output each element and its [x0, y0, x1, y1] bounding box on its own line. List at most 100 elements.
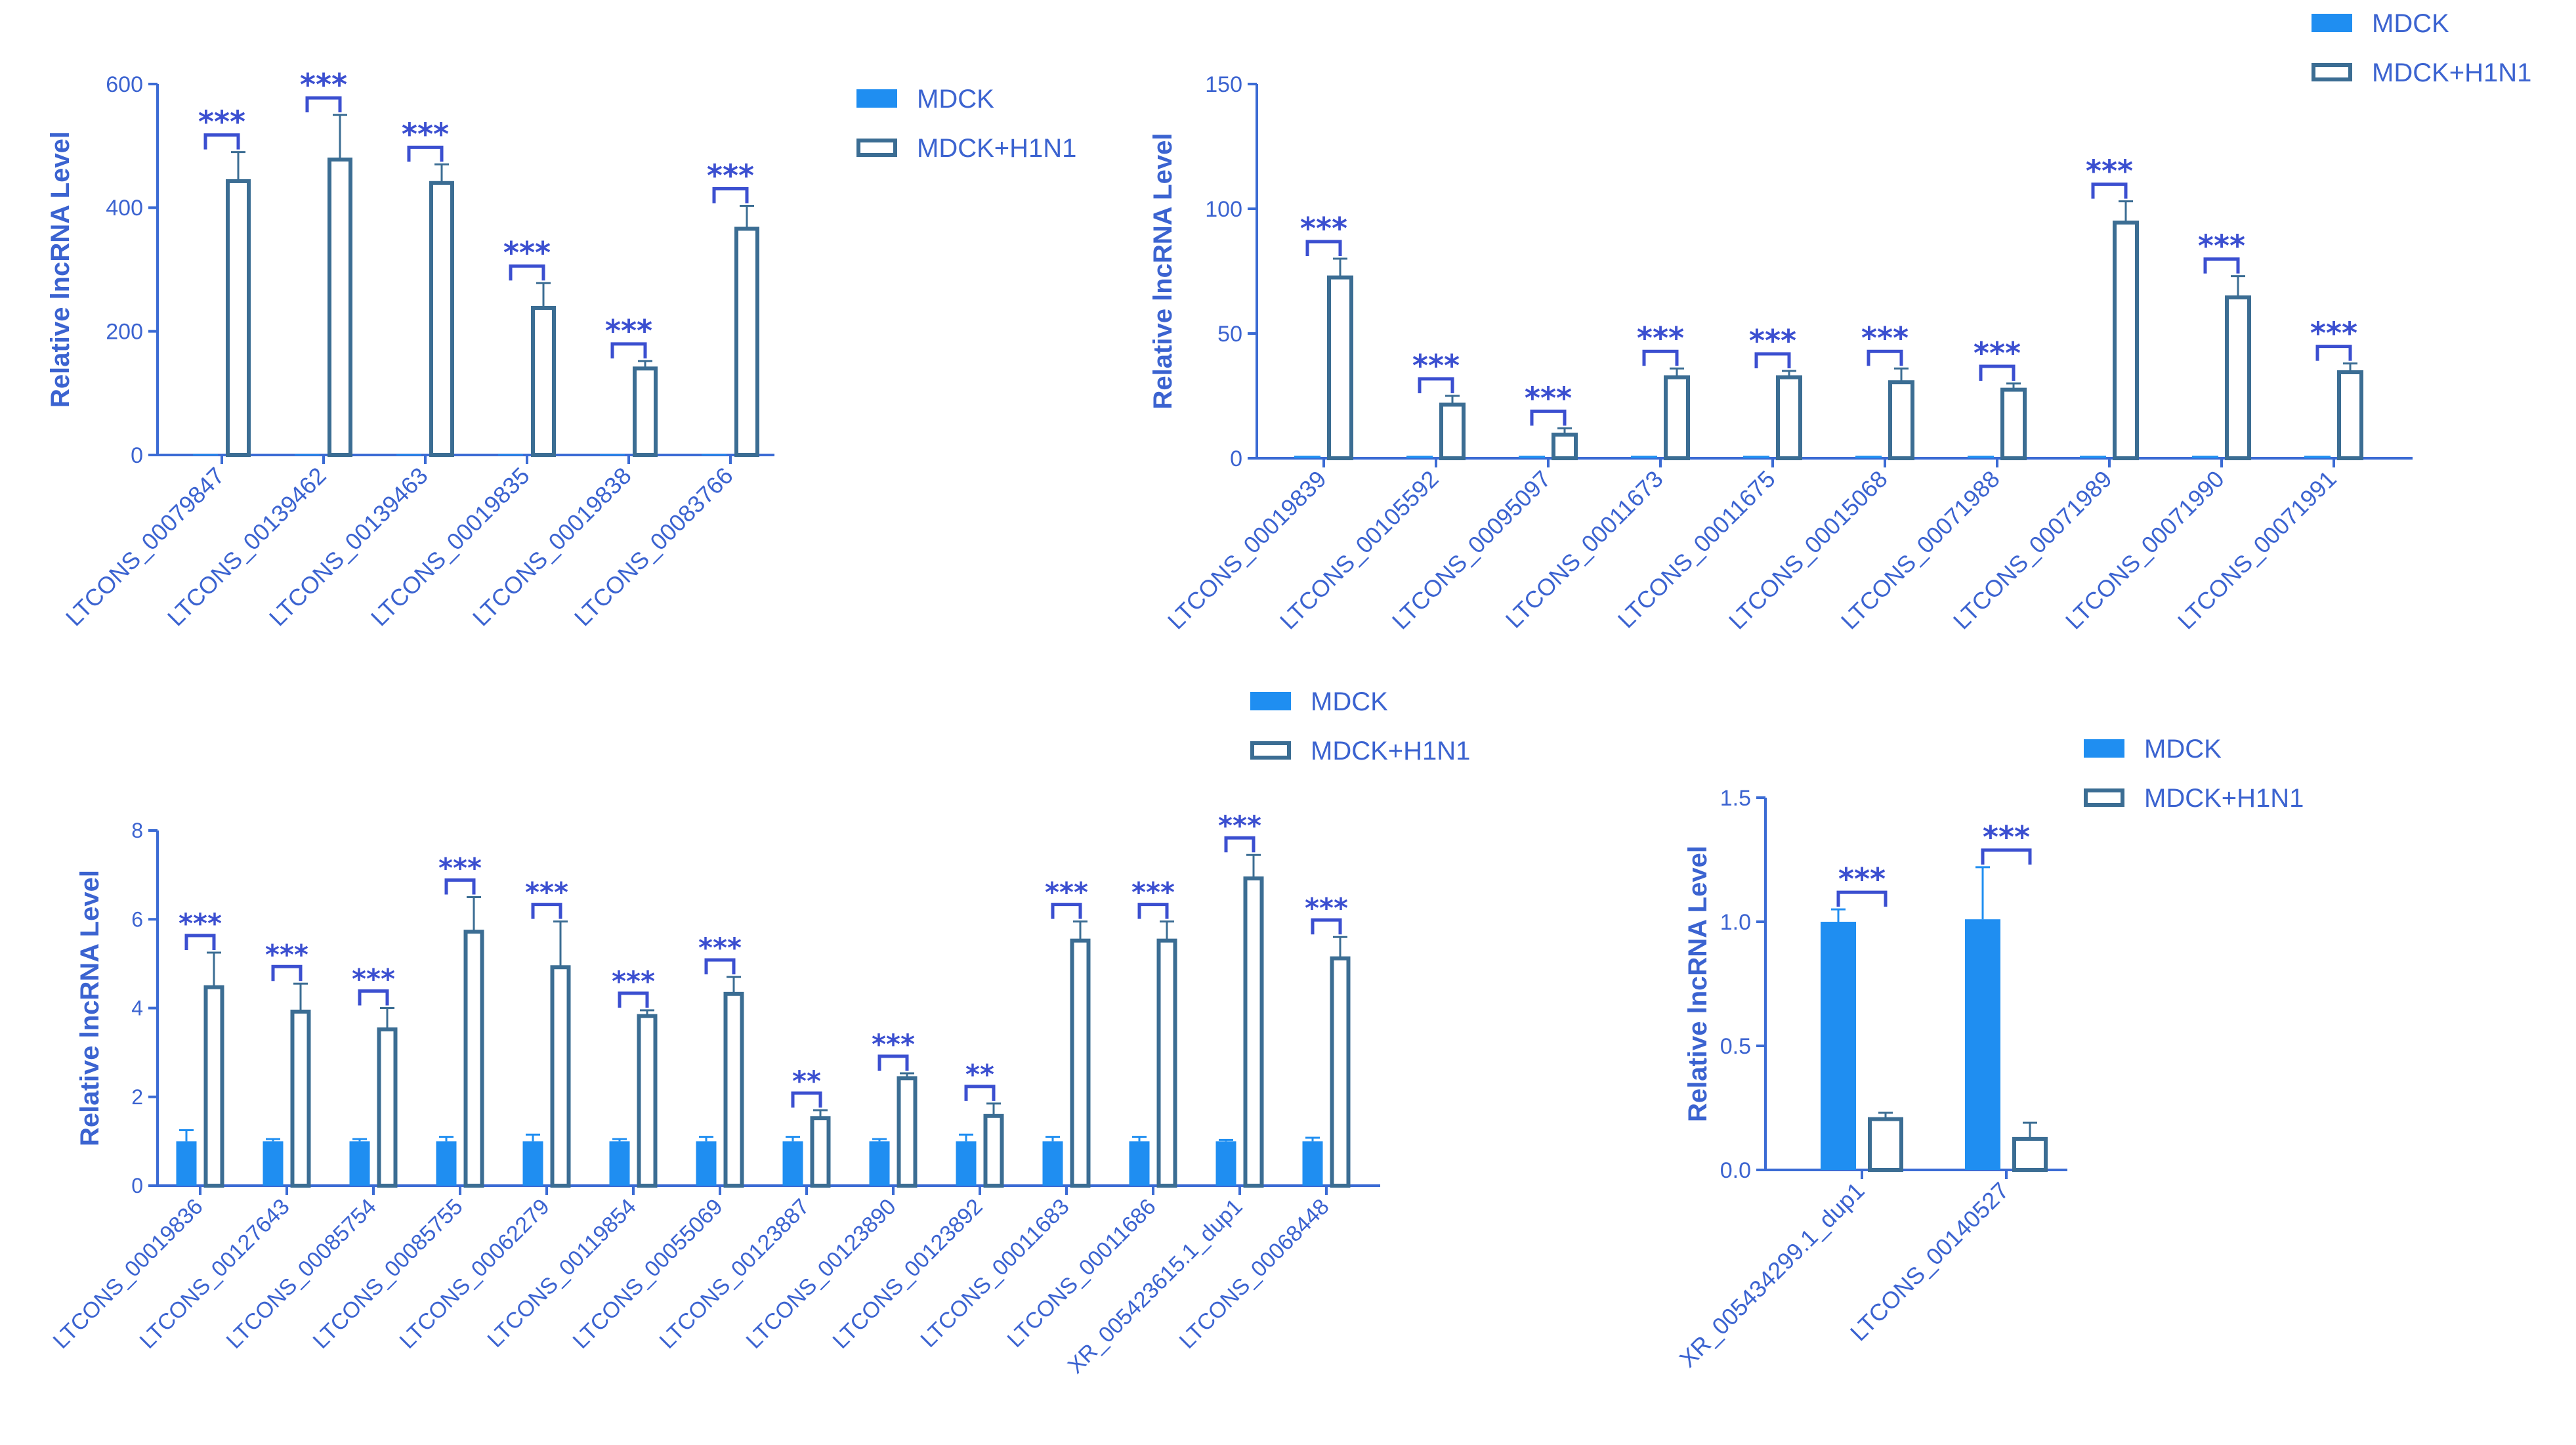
significance-bracket	[1224, 836, 1256, 853]
bar-mdck-h1n1	[1156, 938, 1177, 1188]
bar-mdck	[609, 1141, 630, 1186]
significance-bracket	[712, 187, 749, 204]
y-tick-label: 0	[1230, 446, 1242, 471]
legend-swatch-mdck	[2312, 14, 2352, 32]
bar-mdck-h1n1	[810, 1116, 831, 1188]
bar-mdck-h1n1	[633, 366, 658, 457]
bar-mdck-h1n1	[429, 181, 454, 457]
x-tick-label: LTCONS_00119854	[483, 1194, 641, 1352]
bar-mdck	[600, 454, 625, 456]
x-tick-label: LTCONS_00140527	[1845, 1177, 2014, 1347]
significance-label: ***	[2310, 316, 2357, 351]
significance-bracket	[358, 989, 389, 1006]
significance-bracket	[1051, 903, 1082, 919]
bar-mdck-h1n1	[637, 1014, 658, 1188]
bar-mdck-h1n1	[1868, 1117, 1903, 1172]
y-tick-label: 4	[131, 997, 143, 1020]
x-tick-label: XR_005423615.1_dup1	[1063, 1194, 1248, 1379]
bar-mdck-h1n1	[1243, 876, 1264, 1188]
bar-mdck-h1n1	[203, 985, 224, 1188]
y-tick-label: 8	[131, 819, 143, 842]
bar-mdck-h1n1	[1888, 380, 1914, 461]
legend-label-mdck: MDCK	[917, 85, 994, 114]
significance-bracket	[407, 145, 444, 162]
bar-mdck-h1n1	[983, 1113, 1004, 1188]
legend-label-h1n1: MDCK+H1N1	[2144, 784, 2304, 813]
bar-mdck	[1965, 919, 2000, 1170]
bar-mdck-h1n1	[2225, 295, 2251, 460]
bar-mdck	[1631, 456, 1657, 458]
bar-mdck	[702, 454, 727, 456]
significance-label: ***	[2198, 228, 2245, 264]
significance-label: ***	[300, 67, 347, 102]
legend-label-h1n1: MDCK+H1N1	[1311, 737, 1470, 766]
x-tick-label: LTCONS_00011683	[916, 1194, 1074, 1352]
bar-mdck	[956, 1141, 977, 1186]
significance-label: ***	[438, 852, 482, 884]
x-tick-label: LTCONS_00019836	[49, 1194, 208, 1354]
x-tick-label: XR_005434299.1_dup1	[1674, 1177, 1870, 1373]
significance-bracket	[509, 264, 545, 281]
significance-bracket	[531, 903, 562, 919]
significance-label: ***	[1218, 809, 1261, 842]
chart-panel-3: 0 2 4 6 8 Relative lncRNA Level *** LTCONS_0001…	[49, 687, 1471, 1379]
y-tick-label: 400	[106, 196, 143, 221]
x-tick-label: LTCONS_00055069	[568, 1194, 728, 1354]
legend-label-h1n1: MDCK+H1N1	[2372, 58, 2531, 87]
bar-mdck	[1406, 456, 1433, 458]
bar-mdck	[696, 1141, 717, 1186]
y-axis-title: Relative lncRNA Level	[1683, 846, 1712, 1122]
bar-mdck	[193, 454, 218, 456]
significance-bracket	[1137, 903, 1169, 919]
legend-swatch-mdck	[1250, 692, 1291, 710]
significance-bracket	[1311, 918, 1342, 935]
bar-mdck	[1294, 456, 1320, 458]
significance-bracket	[1836, 890, 1888, 907]
significance-bracket	[1642, 349, 1679, 366]
bar-mdck-h1n1	[2113, 221, 2139, 460]
y-tick-label: 6	[131, 907, 143, 931]
significance-bracket	[444, 878, 476, 895]
significance-bracket	[1305, 240, 1342, 256]
significance-label: ***	[1749, 323, 1796, 358]
significance-label: ***	[503, 235, 551, 270]
x-tick-label: LTCONS_00085754	[222, 1194, 381, 1354]
x-tick-label: LTCONS_00123890	[742, 1194, 901, 1354]
legend-swatch-h1n1	[2084, 788, 2124, 807]
significance-bracket	[2315, 345, 2352, 361]
significance-bracket	[271, 964, 303, 981]
significance-bracket	[184, 934, 216, 950]
x-tick-label: LTCONS_00085755	[308, 1194, 468, 1354]
bar-mdck	[396, 454, 421, 456]
bar-mdck	[2192, 456, 2218, 458]
significance-label: ***	[198, 104, 245, 140]
bar-mdck-h1n1	[463, 930, 484, 1188]
legend-swatch-mdck	[2084, 739, 2124, 758]
bar-mdck	[2304, 456, 2331, 458]
bar-mdck-h1n1	[2000, 387, 2027, 460]
bar-mdck-h1n1	[1552, 433, 1578, 460]
x-tick-label: LTCONS_00123887	[655, 1194, 814, 1354]
y-tick-label: 100	[1205, 197, 1242, 222]
significance-label: ***	[1300, 211, 1347, 246]
bar-mdck	[263, 1141, 284, 1186]
significance-bracket	[1981, 848, 2032, 865]
x-tick-label: LTCONS_00123892	[828, 1194, 988, 1354]
significance-bracket	[1530, 409, 1567, 426]
bar-mdck-h1n1	[1330, 956, 1351, 1188]
significance-label: ***	[1838, 861, 1886, 897]
bar-mdck	[1519, 456, 1545, 458]
bar-mdck-h1n1	[290, 1009, 311, 1188]
significance-label: ***	[1974, 335, 2021, 371]
significance-bracket	[610, 342, 647, 358]
bar-mdck-h1n1	[1776, 375, 1802, 460]
y-tick-label: 600	[106, 72, 143, 97]
y-tick-label: 200	[106, 320, 143, 345]
significance-label: ***	[352, 963, 395, 995]
significance-bracket	[964, 1085, 996, 1101]
legend-swatch-h1n1	[2312, 63, 2352, 81]
bar-mdck	[2080, 456, 2106, 458]
significance-bracket	[704, 958, 736, 975]
y-tick-label: 1.0	[1720, 910, 1751, 935]
